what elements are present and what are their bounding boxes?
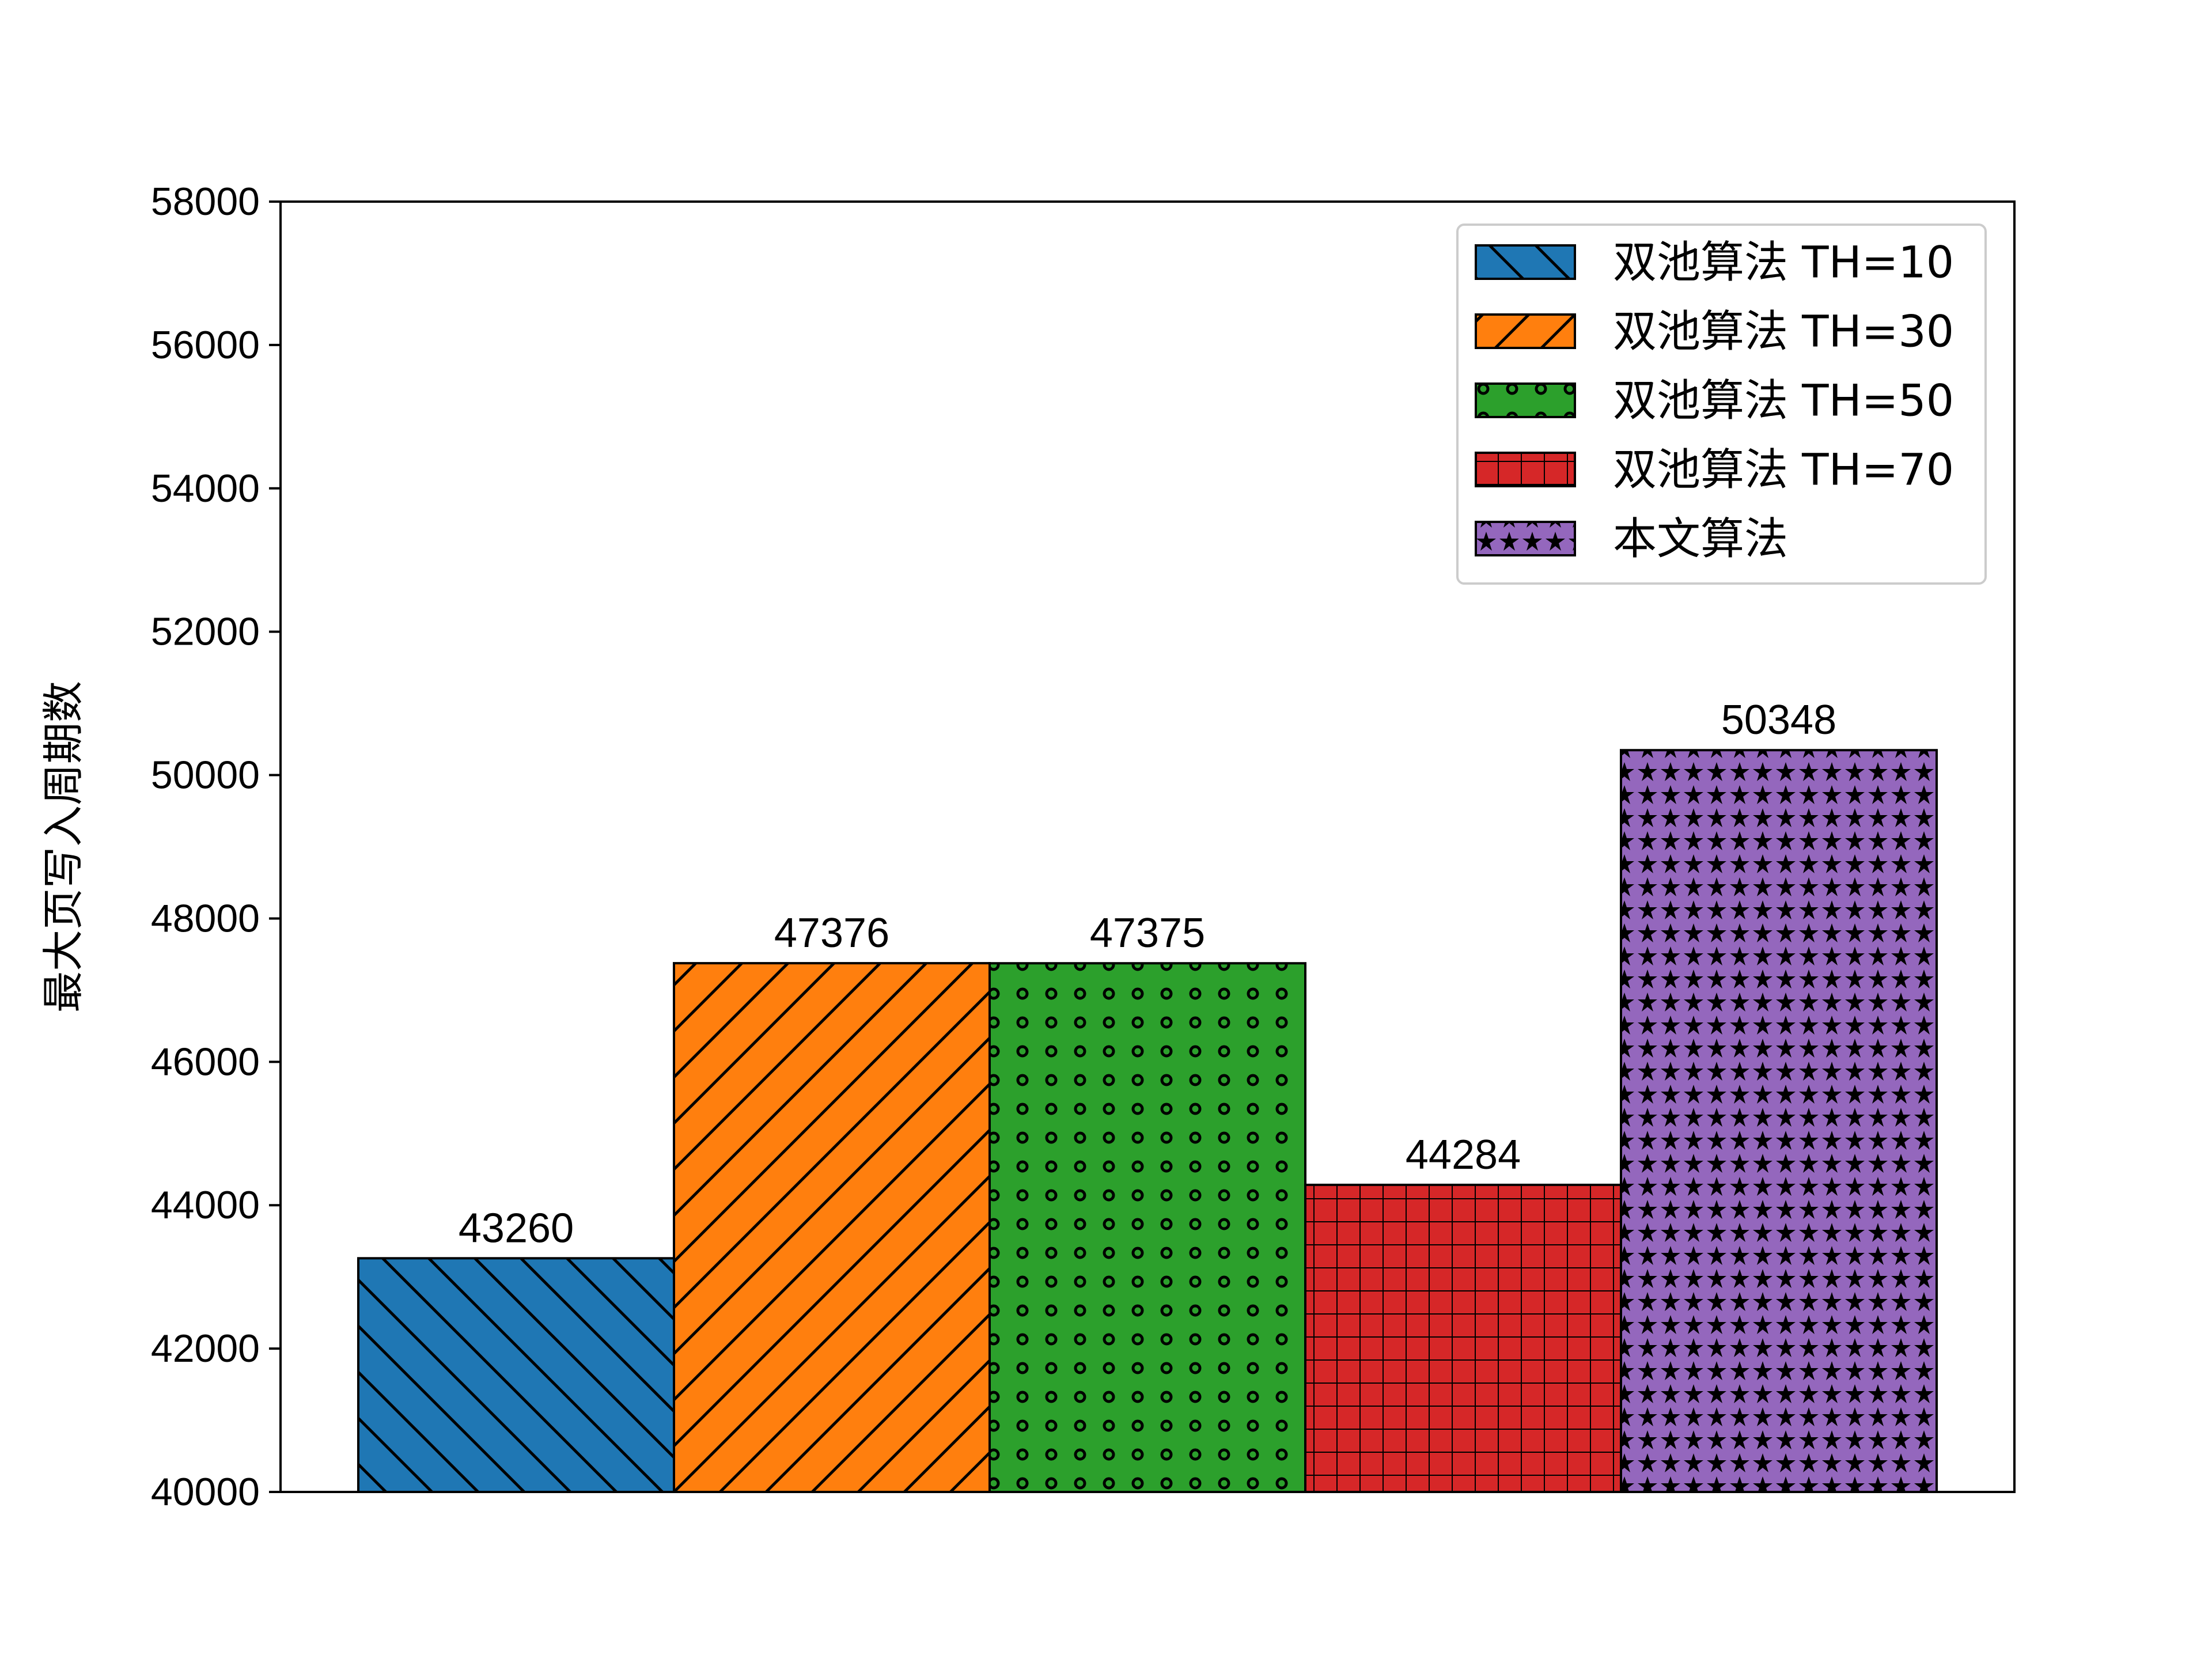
bar [357,1257,675,1493]
legend-frame [1456,224,1987,585]
legend-swatch [1475,244,1576,280]
bar [1304,1183,1622,1493]
bar-value-label: 44284 [1406,1132,1521,1178]
legend-label: 双池算法 TH=10 [1613,237,1954,288]
legend-swatch [1475,521,1576,556]
bar-value-label: 47375 [1090,910,1205,956]
legend-label: 本文算法 [1613,513,1788,565]
bar-value-label: 47376 [774,910,889,956]
y-tick-label: 52000 [151,610,260,654]
y-tick-label: 50000 [151,753,260,797]
y-tick-label: 40000 [151,1470,260,1514]
bar [988,962,1306,1493]
y-axis: 40000 42000 44000 46000 48000 50000 52000 54000… [151,180,281,1514]
y-tick-label: 44000 [151,1183,260,1227]
legend-swatch [1475,382,1576,418]
legend-label: 双池算法 TH=50 [1613,375,1954,426]
y-tick-label: 56000 [151,323,260,367]
y-axis-title: 最大页写入周期数 [39,681,88,1013]
legend: 双池算法 TH=10 双池算法 TH=30 双池算法 TH=50 双池算法 TH=70… [1456,224,1987,585]
y-tick-label: 42000 [151,1327,260,1370]
legend-label: 双池算法 TH=30 [1613,306,1954,357]
plot-area-frame [279,200,2016,1493]
legend-label: 双池算法 TH=70 [1613,444,1954,495]
bar-value-label: 50348 [1721,697,1836,743]
y-tick-label: 58000 [151,180,260,224]
value-labels-group: 43260 47376 47375 44284 50348 [459,697,1836,1251]
bar [1620,749,1938,1493]
bar [673,962,991,1493]
legend-swatch [1475,452,1576,487]
y-tick-label: 48000 [151,896,260,940]
bars-group [357,749,1938,1493]
y-tick-label: 46000 [151,1040,260,1084]
bar-value-label: 43260 [459,1205,574,1251]
y-tick-label: 54000 [151,467,260,510]
legend-swatch [1475,313,1576,349]
